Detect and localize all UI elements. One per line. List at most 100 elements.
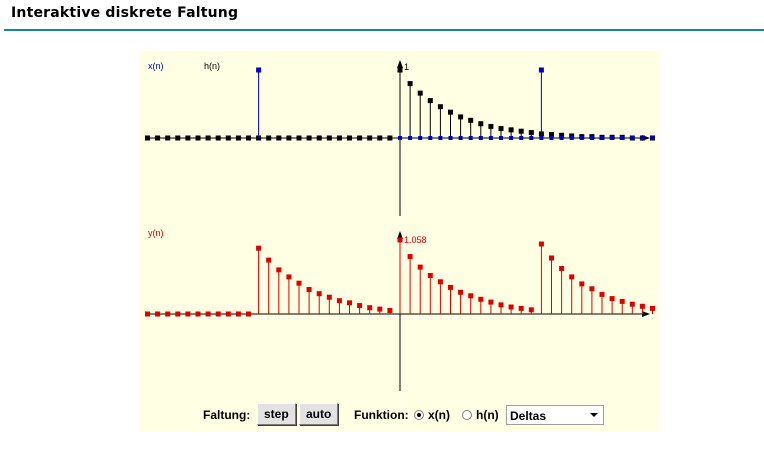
y-point (357, 303, 363, 309)
x-baseline-point (509, 136, 514, 140)
h-point (347, 135, 352, 141)
y-point (559, 266, 565, 271)
y-point (185, 311, 191, 317)
y-point (478, 296, 484, 302)
y-point (266, 257, 272, 263)
y-point (195, 311, 201, 317)
y-point (175, 311, 181, 317)
h-point (518, 128, 524, 134)
x-baseline-point (418, 136, 423, 140)
h-point (155, 135, 161, 141)
y-point (387, 308, 393, 313)
auto-button[interactable]: auto (299, 403, 339, 425)
y-point (225, 311, 231, 317)
h-point (145, 135, 150, 141)
x-baseline-point (458, 136, 463, 140)
y-point (367, 305, 373, 311)
h-point (498, 125, 504, 131)
step-button[interactable]: step (257, 403, 296, 425)
h-point (478, 121, 484, 127)
h-point (185, 135, 191, 141)
h-point (488, 123, 494, 129)
h-point (225, 135, 231, 141)
function-dropdown[interactable]: Deltas (506, 405, 604, 425)
y-point (427, 273, 433, 278)
y-point (619, 298, 625, 304)
control-bar: Faltung: step auto Funktion: x(n) h(n) D… (139, 403, 659, 429)
y-point (629, 301, 635, 307)
h-point (175, 135, 181, 141)
x-baseline-point (549, 136, 554, 140)
faltung-label: Faltung: (203, 408, 251, 422)
h-point (246, 135, 251, 141)
h-point (387, 135, 393, 141)
bottom-x-axis-arrow (642, 311, 650, 317)
y-point (528, 307, 534, 313)
x-baseline-point (448, 136, 453, 140)
y-point (508, 304, 514, 310)
radio-h-label[interactable]: h(n) (476, 408, 499, 422)
x-signal-label: x(n) (148, 61, 164, 71)
y-point (377, 306, 383, 312)
h-point (427, 98, 433, 104)
x-baseline-point (569, 136, 574, 140)
h-point (195, 135, 201, 141)
x-baseline-point (579, 136, 584, 140)
h-point (508, 127, 514, 133)
y-point (417, 264, 423, 270)
y-point (538, 241, 544, 247)
h-point (367, 135, 373, 141)
function-dropdown-value: Deltas (510, 409, 547, 423)
y-point (205, 311, 211, 317)
h-point (276, 135, 282, 141)
y-point (347, 300, 352, 306)
x-baseline-point (630, 136, 635, 140)
y-point (145, 311, 150, 317)
x-baseline-point (559, 136, 564, 140)
h-point (286, 135, 292, 141)
x-baseline-point (650, 136, 655, 140)
y-point (488, 299, 494, 305)
h-point (397, 67, 403, 73)
x-baseline-point (478, 136, 483, 140)
x-point (256, 67, 262, 73)
x-baseline-point (529, 136, 534, 140)
y-point (256, 245, 262, 251)
y-point (498, 302, 504, 308)
y-point (579, 281, 585, 287)
x-baseline-point (519, 136, 524, 140)
h-point (468, 117, 474, 123)
h-point (336, 135, 342, 141)
radio-x[interactable] (414, 410, 424, 420)
y-point (639, 303, 645, 309)
x-baseline-point (408, 136, 413, 140)
h-point (417, 90, 423, 96)
h-point (528, 130, 534, 136)
y-point (235, 311, 241, 317)
y-point (407, 254, 413, 260)
x-point (538, 67, 544, 73)
x-baseline-point (398, 136, 402, 140)
h-point (569, 133, 575, 139)
y-point (155, 311, 161, 317)
y-point (397, 237, 403, 243)
y-point (296, 280, 302, 286)
x-baseline-point (620, 136, 625, 140)
y-point (215, 311, 221, 317)
funktion-label: Funktion: (354, 408, 409, 422)
bottom-y-axis-arrow (397, 231, 403, 239)
x-baseline-point (499, 136, 503, 140)
y-point (549, 255, 554, 261)
h-point (377, 135, 383, 141)
x-baseline-point (589, 136, 594, 140)
y-point (518, 305, 524, 311)
h-point (296, 135, 302, 141)
h-point (326, 135, 332, 141)
radio-x-label[interactable]: x(n) (428, 408, 450, 422)
y-point (326, 294, 332, 300)
y-point (276, 267, 282, 273)
h-point (266, 135, 272, 141)
radio-h[interactable] (462, 410, 472, 420)
x-baseline-point (600, 136, 604, 140)
x-baseline-point (610, 136, 615, 140)
